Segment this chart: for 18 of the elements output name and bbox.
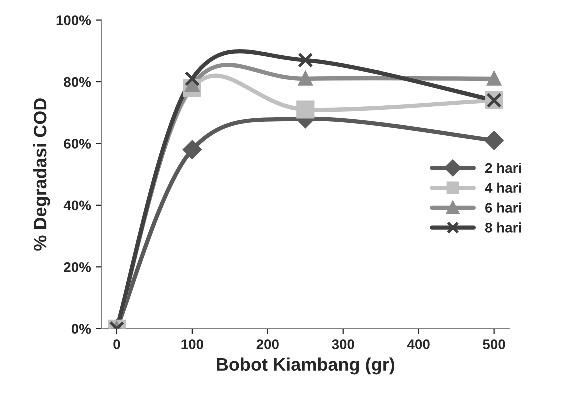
- y-tick-label: 40%: [64, 200, 92, 211]
- y-tick-label: 100%: [56, 16, 92, 26]
- y-tick-label: 80%: [64, 77, 92, 88]
- legend-label: 6 hari: [486, 202, 522, 213]
- x-tick-label: 500: [483, 340, 506, 350]
- y-tick-label: 20%: [64, 262, 92, 272]
- legend-label: 8 hari: [485, 222, 522, 233]
- x-axis-title: Bobot Kiambang (gr): [217, 358, 395, 375]
- x-tick-label: 100: [182, 340, 204, 350]
- x-tick-label: 0: [114, 340, 120, 350]
- x-tick-label: 300: [332, 340, 354, 350]
- y-tick-label: 60%: [64, 139, 92, 149]
- y-tick-label: 0%: [72, 324, 92, 334]
- x-tick-label: 200: [256, 340, 279, 350]
- legend-label: 2 hari: [486, 162, 522, 174]
- y-axis-title: % Degradasi COD: [33, 98, 50, 251]
- legend-label: 4 hari: [485, 182, 522, 194]
- x-tick-label: 400: [407, 340, 430, 350]
